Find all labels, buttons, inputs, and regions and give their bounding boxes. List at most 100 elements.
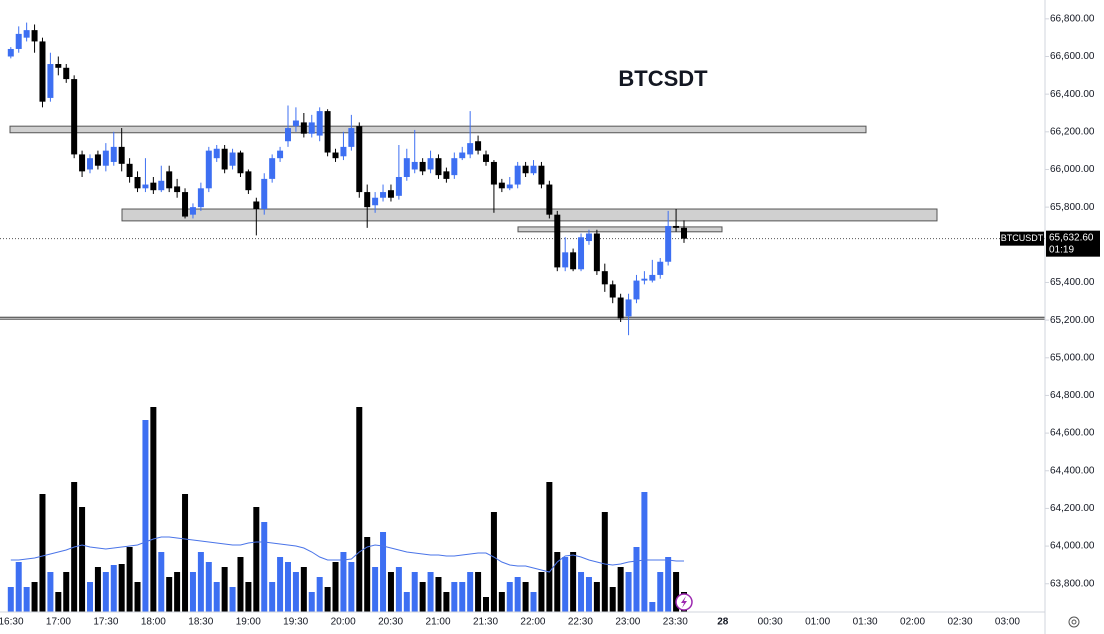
volume-bar bbox=[585, 577, 592, 612]
candle-body bbox=[593, 233, 600, 272]
volume-bar bbox=[625, 572, 632, 612]
volume-bar bbox=[308, 592, 315, 612]
volume-bar bbox=[364, 537, 371, 612]
candle-body bbox=[578, 237, 585, 270]
y-tick-label: 65,200.00 bbox=[1050, 315, 1095, 326]
x-tick-label: 17:00 bbox=[46, 617, 71, 628]
volume-bar bbox=[47, 572, 54, 612]
volume-bar bbox=[205, 562, 212, 612]
candle-body bbox=[39, 41, 46, 102]
lightning-icon[interactable] bbox=[675, 593, 693, 611]
volume-bar bbox=[617, 567, 624, 612]
chart-title: BTCSDT bbox=[618, 66, 708, 91]
candle-body bbox=[475, 141, 482, 151]
zone bbox=[121, 208, 938, 222]
candle-body bbox=[261, 178, 268, 210]
candle-body bbox=[419, 161, 426, 172]
x-tick-label: 17:30 bbox=[93, 617, 118, 628]
volume-bar bbox=[253, 507, 260, 612]
volume-bar bbox=[277, 557, 284, 612]
candle-body bbox=[554, 214, 561, 268]
candle-body bbox=[63, 67, 70, 80]
volume-bar bbox=[189, 572, 196, 612]
candle-body bbox=[47, 64, 54, 98]
volume-bar bbox=[514, 577, 521, 612]
candle-body bbox=[118, 146, 125, 164]
volume-bar bbox=[578, 572, 585, 612]
volume-bar bbox=[506, 582, 513, 612]
candle-body bbox=[435, 158, 442, 176]
candle-body bbox=[498, 182, 505, 189]
candle-body bbox=[617, 297, 624, 319]
candle-body bbox=[403, 158, 410, 178]
volume-bar bbox=[300, 567, 307, 612]
candle-body bbox=[205, 150, 212, 189]
settings-icon[interactable] bbox=[1068, 616, 1080, 628]
x-tick-label: 19:30 bbox=[283, 617, 308, 628]
candle-body bbox=[158, 180, 165, 191]
y-tick-label: 66,200.00 bbox=[1050, 126, 1095, 137]
volume-bar bbox=[538, 572, 545, 612]
candle-body bbox=[356, 126, 363, 193]
candle-body bbox=[546, 184, 553, 215]
volume-bar bbox=[94, 567, 101, 612]
candle-body bbox=[411, 161, 418, 170]
candle-body bbox=[570, 252, 577, 270]
volume-bar bbox=[633, 547, 640, 612]
candle-body bbox=[55, 64, 62, 68]
candle-body bbox=[229, 152, 236, 166]
volume-bar bbox=[380, 532, 387, 612]
volume-bar bbox=[39, 494, 46, 612]
zone bbox=[9, 125, 867, 134]
volume-bar bbox=[467, 572, 474, 612]
volume-bar bbox=[657, 572, 664, 612]
volume-bar bbox=[110, 565, 117, 612]
candle-body bbox=[625, 299, 632, 317]
volume-bar bbox=[427, 572, 434, 612]
candle-body bbox=[530, 165, 537, 174]
candle-body bbox=[364, 192, 371, 208]
candle-body bbox=[514, 165, 521, 185]
x-tick-label: 18:30 bbox=[188, 617, 213, 628]
volume-bar bbox=[197, 552, 204, 612]
volume-bar bbox=[142, 420, 149, 612]
y-tick-label: 65,000.00 bbox=[1050, 352, 1095, 363]
candle-body bbox=[23, 30, 30, 38]
candle-body bbox=[134, 177, 141, 189]
candle-body bbox=[316, 111, 323, 136]
candle-body bbox=[395, 177, 402, 196]
candle-body bbox=[285, 128, 291, 142]
x-tick-label: 18:00 bbox=[141, 617, 166, 628]
candle-body bbox=[213, 148, 220, 159]
volume-bar bbox=[340, 552, 347, 612]
candle-body bbox=[7, 48, 14, 57]
volume-bar bbox=[490, 512, 497, 612]
volume-bar bbox=[31, 582, 38, 612]
volume-bar bbox=[102, 572, 109, 612]
candle-body bbox=[585, 233, 592, 242]
volume-bar bbox=[332, 562, 339, 612]
volume-bar bbox=[126, 547, 133, 612]
candle-body bbox=[380, 192, 387, 198]
candle-body bbox=[427, 158, 434, 170]
candle-body bbox=[174, 186, 181, 193]
volume-bar bbox=[213, 582, 220, 612]
candle-body bbox=[348, 128, 355, 147]
candle-body bbox=[467, 143, 474, 155]
x-tick-label: 00:30 bbox=[758, 617, 783, 628]
candle-body bbox=[102, 150, 109, 166]
candle-body bbox=[657, 261, 664, 275]
volume-bar bbox=[546, 482, 553, 612]
candle-body bbox=[166, 171, 173, 189]
volume-bar bbox=[166, 577, 173, 612]
x-tick-label: 23:30 bbox=[663, 617, 688, 628]
volume-bar bbox=[87, 582, 93, 612]
volume-bar bbox=[443, 592, 450, 612]
candle-body bbox=[641, 278, 648, 281]
volume-bar bbox=[411, 572, 418, 612]
candle-body bbox=[292, 120, 299, 127]
volume-bar bbox=[403, 592, 410, 612]
volume-bar bbox=[79, 507, 86, 612]
candle-body bbox=[182, 192, 189, 217]
y-tick-label: 64,400.00 bbox=[1050, 465, 1095, 476]
